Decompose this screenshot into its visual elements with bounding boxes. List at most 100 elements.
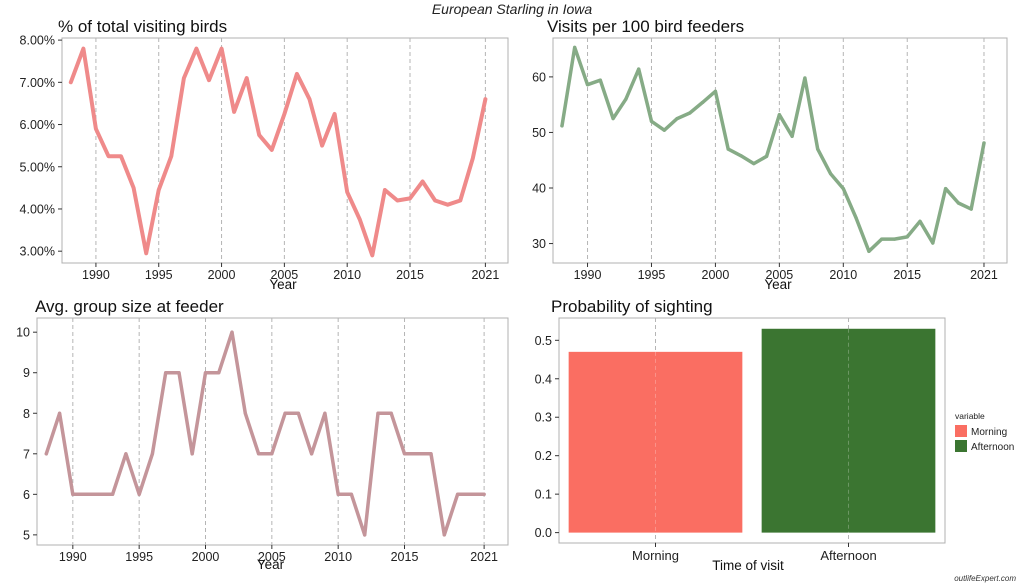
x-axis-label: Time of visit [712,558,784,573]
y-tick-label: 7 [23,447,30,461]
data-point [243,411,247,415]
data-point [790,134,794,138]
data-point [320,144,324,148]
x-tick-label: 2021 [970,268,998,282]
data-point [323,411,327,415]
y-tick-label: 0.0 [535,526,552,540]
y-tick-label: 6.00% [20,118,55,132]
plot-panel-border [558,317,946,544]
data-point [560,124,564,128]
y-tick-label: 5 [23,528,30,542]
data-point [336,492,340,496]
data-point [752,161,756,166]
data-point [458,198,462,203]
y-tick-label: 7.00% [20,76,55,90]
x-tick-label: 2000 [208,268,236,282]
data-point [892,237,897,241]
y-tick-label: 4.00% [20,202,55,216]
y-tick-label: 8.00% [20,34,55,48]
y-tick-label: 0.5 [535,334,552,348]
x-tick-label: 1990 [82,268,110,282]
legend: variable Morning Afternoon [955,411,1014,453]
data-point [190,452,194,456]
data-point [764,154,769,158]
data-point [270,452,274,456]
data-point [854,216,858,220]
plot-panel-border [552,37,1008,264]
x-tick-label: 2005 [258,550,286,564]
y-tick-label: 5.00% [20,160,55,174]
data-point [420,179,425,184]
y-tick-label: 60 [532,70,546,84]
data-point [270,148,274,152]
x-tick-label: 1990 [59,550,87,564]
data-point [383,188,387,192]
legend-title: variable [955,411,985,421]
y-tick-label: 9 [23,366,30,380]
x-axis-label: Year [269,277,297,292]
data-point [232,110,236,114]
chart-probability-of-sighting: Probability of sighting 0.0 0.1 0.2 0.3 0.4 0.… [535,297,1015,573]
data-point [282,112,286,116]
x-tick-label: 2015 [391,550,419,564]
data-point [675,116,679,121]
data-point [573,45,577,50]
data-point [777,113,781,117]
data-point [483,97,487,101]
y-tick-label: 8 [23,407,30,421]
chart-title: % of total visiting birds [58,17,227,36]
figure-suptitle: European Starling in Iowa [432,1,593,17]
chart-title: Avg. group size at feeder [35,297,224,316]
y-tick-label: 40 [532,182,546,196]
data-point [169,154,173,158]
data-point [433,198,437,203]
x-tick-label: 2021 [470,550,498,564]
data-point [283,411,287,415]
data-point [931,241,935,245]
y-tick-label: 0.1 [535,488,552,502]
data-point [257,133,261,137]
x-tick-label: 2000 [702,268,730,282]
data-point [203,371,208,375]
series-line [560,45,986,254]
y-tick-label: 10 [16,326,30,340]
x-tick-label: 2005 [270,268,298,282]
data-point [370,253,374,258]
data-point [97,492,101,496]
data-point [132,186,136,190]
data-point [841,186,845,191]
x-tick-label: 2010 [324,550,352,564]
data-point [84,492,88,496]
data-point [395,198,400,203]
watermark: outlifeExpert.com [954,574,1016,583]
data-point [624,97,628,101]
data-point [726,147,730,151]
data-point [106,154,111,158]
data-point [585,83,590,87]
plot-panel-border [36,317,509,546]
legend-swatch-afternoon [955,440,967,452]
data-point [637,67,641,71]
x-tick-label: 2000 [192,550,220,564]
data-point [402,452,407,456]
y-tick-label: 50 [532,126,546,140]
y-tick-label: 6 [23,488,30,502]
y-tick-label: 30 [532,237,546,251]
data-point [905,235,909,239]
data-point [307,97,312,101]
data-point [137,492,141,496]
data-point [363,533,367,537]
data-point [376,411,380,415]
data-point [150,452,155,456]
chart-title: Probability of sighting [551,297,713,316]
data-point [713,89,718,93]
y-tick-label: 3.00% [20,245,55,259]
data-point [598,78,602,82]
data-point [611,116,615,121]
data-point [471,156,475,160]
data-point [333,112,337,116]
x-tick-label: 1995 [638,268,666,282]
x-tick-label: 1995 [125,550,153,564]
y-tick-label: 0.2 [535,449,552,463]
x-tick-label: 2015 [396,268,424,282]
